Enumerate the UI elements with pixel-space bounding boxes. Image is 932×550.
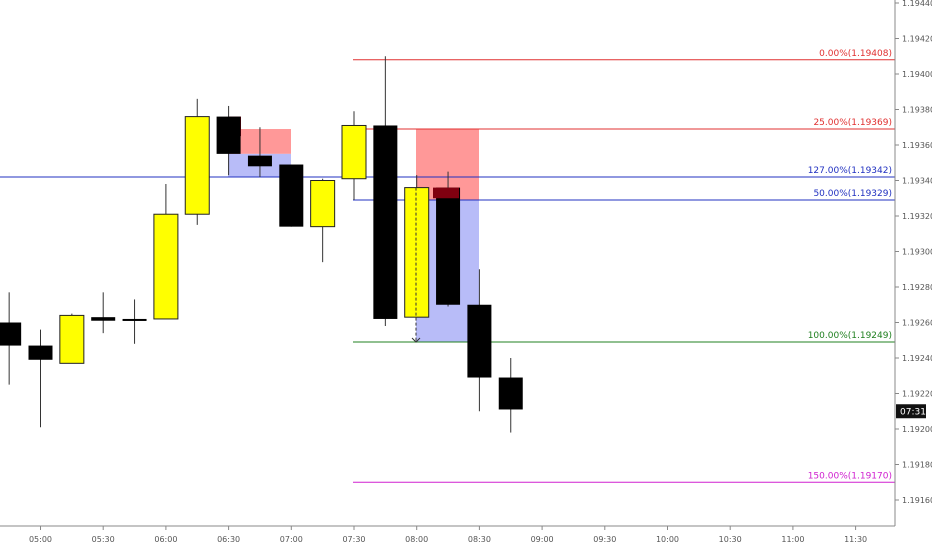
x-tick-label-9: 09:30 bbox=[593, 535, 616, 544]
candle-body-13 bbox=[404, 187, 430, 318]
candle-body-5 bbox=[153, 213, 179, 320]
entry-marker-2 bbox=[433, 187, 459, 199]
candle-body-2 bbox=[59, 314, 85, 364]
x-tick-label-12: 11:00 bbox=[781, 535, 804, 544]
candle-body-15 bbox=[467, 304, 492, 378]
x-tick-label-11: 10:30 bbox=[719, 535, 742, 544]
candle-body-7 bbox=[216, 116, 241, 154]
candle-body-16 bbox=[498, 377, 523, 410]
candle-body-8 bbox=[247, 155, 272, 167]
current-time-label: 07:31 bbox=[900, 407, 926, 417]
y-tick-label-9: 1.19340 bbox=[902, 177, 932, 186]
x-tick-label-0: 05:00 bbox=[29, 535, 52, 544]
candle-body-3 bbox=[91, 317, 116, 321]
fib-label-5: 150.00%(1.19170) bbox=[808, 471, 892, 481]
y-tick-label-14: 1.19440 bbox=[902, 0, 932, 8]
x-tick-label-3: 06:30 bbox=[217, 535, 240, 544]
candle-body-12 bbox=[373, 125, 398, 319]
x-tick-label-6: 08:00 bbox=[405, 535, 428, 544]
y-tick-label-6: 1.19280 bbox=[902, 283, 932, 292]
x-tick-label-13: 11:30 bbox=[844, 535, 867, 544]
y-tick-label-8: 1.19320 bbox=[902, 212, 932, 221]
candle-body-0 bbox=[0, 322, 22, 346]
candle-body-9 bbox=[279, 164, 304, 227]
y-tick-label-5: 1.19260 bbox=[902, 319, 932, 328]
candle-body-4 bbox=[122, 318, 147, 321]
x-tick-label-2: 06:00 bbox=[154, 535, 177, 544]
fib-label-4: 100.00%(1.19249) bbox=[808, 331, 892, 341]
y-tick-label-10: 1.19360 bbox=[902, 141, 932, 150]
y-tick-label-0: 1.19160 bbox=[902, 496, 932, 505]
candle-body-10 bbox=[310, 180, 336, 228]
x-tick-label-7: 08:30 bbox=[468, 535, 491, 544]
y-tick-label-12: 1.19400 bbox=[902, 70, 932, 79]
x-tick-label-5: 07:30 bbox=[342, 535, 365, 544]
fib-label-2: 127.00%(1.19342) bbox=[808, 166, 892, 176]
candle-body-14 bbox=[436, 187, 461, 305]
x-tick-label-10: 10:00 bbox=[656, 535, 679, 544]
y-tick-label-7: 1.19300 bbox=[902, 248, 932, 257]
candle-body-1 bbox=[28, 345, 53, 360]
x-tick-label-4: 07:00 bbox=[280, 535, 303, 544]
fib-label-1: 25.00%(1.19369) bbox=[813, 118, 892, 128]
y-tick-label-1: 1.19180 bbox=[902, 461, 932, 470]
candle-body-6 bbox=[184, 116, 210, 215]
x-tick-label-8: 09:00 bbox=[531, 535, 554, 544]
candle-body-11 bbox=[341, 124, 367, 180]
fib-label-3: 50.00%(1.19329) bbox=[813, 189, 892, 199]
y-tick-label-4: 1.19240 bbox=[902, 354, 932, 363]
target-arrow-head bbox=[411, 337, 421, 343]
y-tick-label-3: 1.19220 bbox=[902, 390, 932, 399]
y-tick-label-2: 1.19200 bbox=[902, 425, 932, 434]
y-tick-label-13: 1.19420 bbox=[902, 35, 932, 44]
y-tick-label-11: 1.19380 bbox=[902, 106, 932, 115]
fib-label-0: 0.00%(1.19408) bbox=[819, 49, 892, 59]
current-time-badge bbox=[896, 404, 926, 419]
x-tick-label-1: 05:30 bbox=[92, 535, 115, 544]
